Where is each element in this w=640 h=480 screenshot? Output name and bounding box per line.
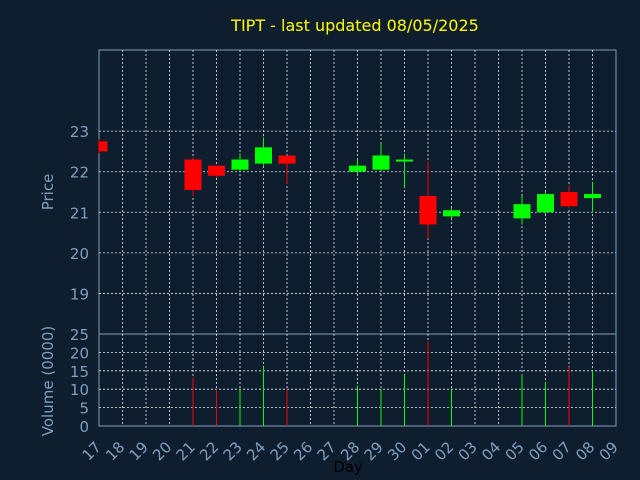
day-tick-label: 04 [478, 438, 504, 464]
candle-body [184, 159, 202, 190]
price-tick-label: 21 [70, 204, 89, 222]
day-tick-label: 21 [173, 438, 199, 464]
volume-axis-label: Volume (0000) [39, 326, 57, 436]
day-tick-label: 02 [431, 438, 457, 464]
candle-body [513, 204, 531, 219]
volume-tick-label: 0 [79, 418, 89, 436]
volume-tick-label: 5 [79, 400, 89, 418]
candle-body [255, 147, 272, 164]
day-tick-label: 25 [267, 438, 293, 464]
day-tick-label: 08 [572, 438, 598, 464]
day-tick-label: 01 [408, 438, 434, 464]
volume-tick-label: 20 [70, 344, 89, 362]
candle-body [349, 165, 366, 172]
day-tick-label: 20 [149, 438, 175, 464]
day-tick-label: 24 [243, 438, 269, 464]
grid-lines [99, 50, 616, 426]
day-tick-label: 17 [79, 438, 105, 464]
candle-body [584, 194, 601, 199]
candle-body [208, 165, 225, 176]
candle-body [278, 155, 296, 164]
x-axis-label: Day [333, 458, 363, 476]
day-tick-label: 18 [102, 438, 128, 464]
volume-bars [192, 341, 593, 426]
day-tick-label: 19 [126, 438, 152, 464]
candles [98, 137, 601, 239]
candle-body [396, 159, 413, 162]
candle-body [372, 155, 390, 170]
day-tick-label: 03 [455, 438, 481, 464]
volume-tick-label: 10 [70, 381, 89, 399]
price-tick-label: 20 [70, 245, 89, 263]
day-tick-label: 22 [196, 438, 222, 464]
price-tick-labels: 19 20 21 22 23 [70, 123, 89, 303]
candle-body [231, 159, 249, 170]
day-tick-label: 29 [361, 438, 387, 464]
day-tick-label: 26 [290, 438, 316, 464]
price-axis-label: Price [39, 174, 57, 211]
candle-body [419, 196, 437, 225]
day-tick-label: 23 [220, 438, 246, 464]
price-tick-label: 23 [70, 123, 89, 141]
price-tick-label: 19 [70, 285, 89, 303]
day-tick-label: 09 [596, 438, 622, 464]
volume-tick-label: 25 [70, 326, 89, 344]
day-tick-label: 06 [525, 438, 551, 464]
chart-title: TIPT - last updated 08/05/2025 [230, 16, 479, 35]
candle-body [443, 210, 460, 217]
day-tick-label: 30 [384, 438, 410, 464]
price-tick-label: 22 [70, 164, 89, 182]
day-tick-label: 07 [549, 438, 575, 464]
candle-body [537, 194, 554, 213]
day-tick-label: 05 [502, 438, 528, 464]
candle-body [560, 192, 578, 207]
volume-tick-label: 15 [70, 363, 89, 381]
candle-body [99, 141, 108, 152]
